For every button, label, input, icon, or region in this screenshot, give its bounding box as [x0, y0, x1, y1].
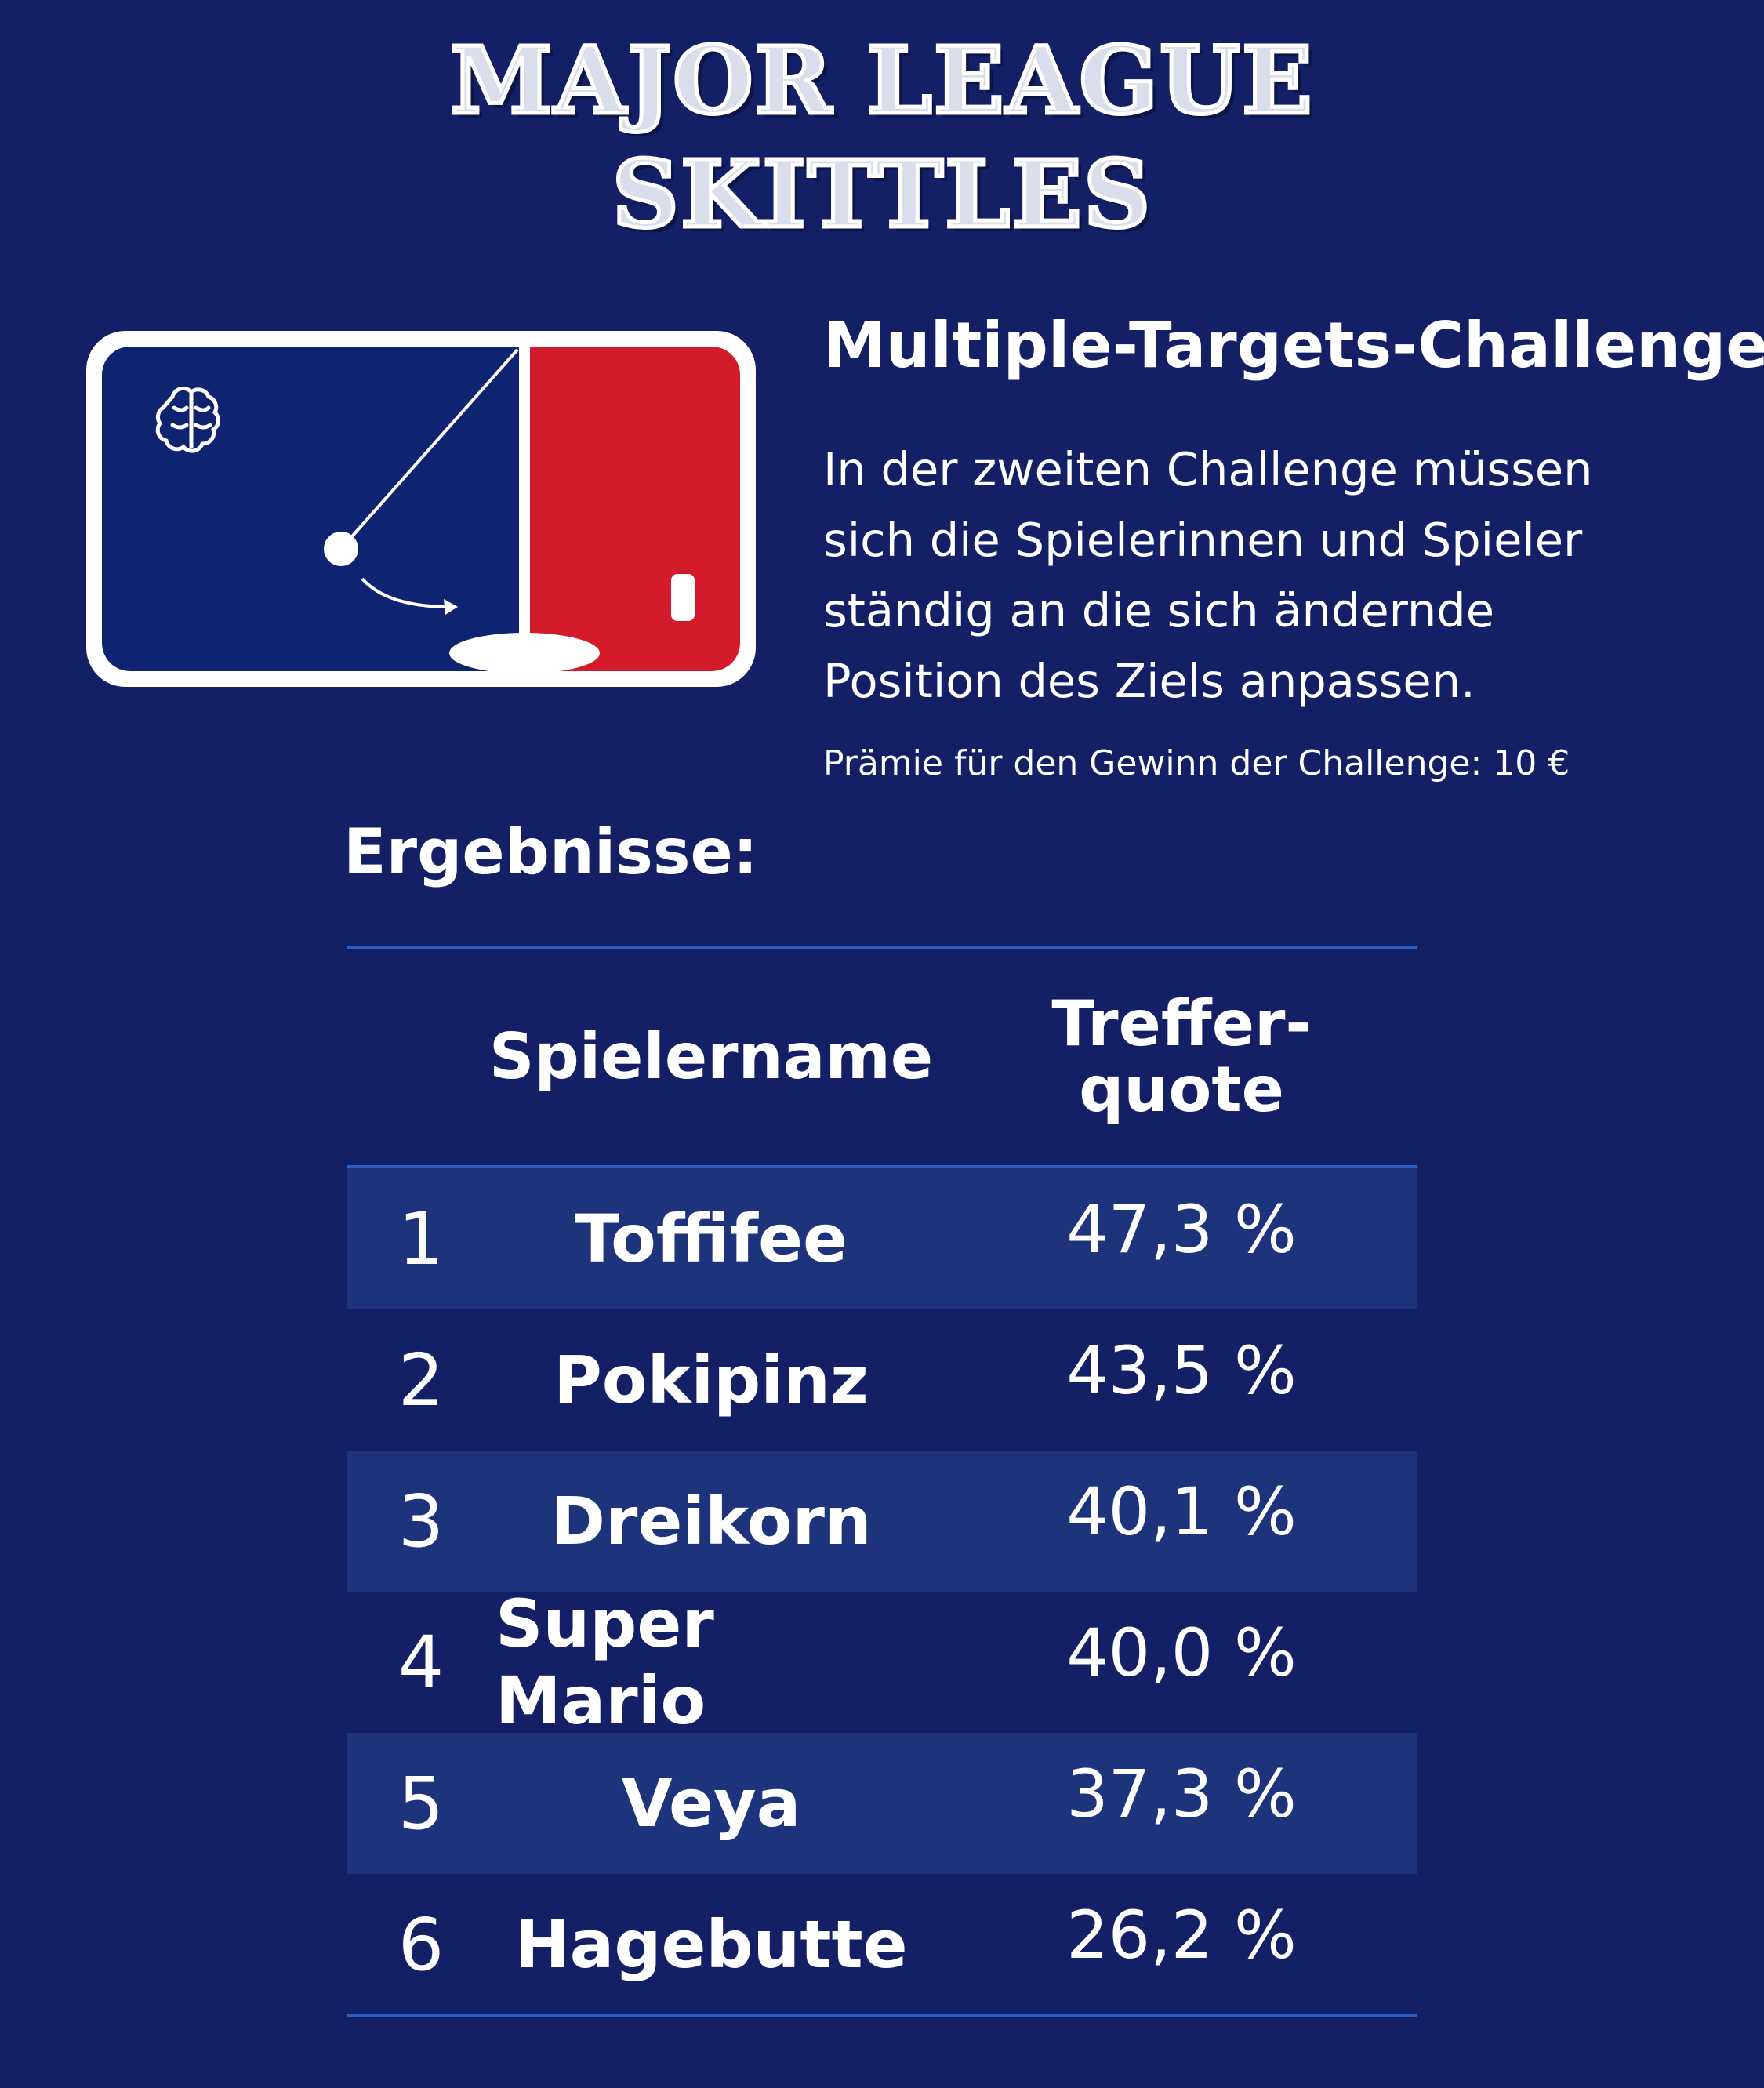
row-rank: 2	[397, 1338, 445, 1422]
brain-icon	[155, 386, 220, 453]
table-row: 1 Toffifee 47,3 %	[347, 1168, 1417, 1309]
row-hit-rate: 47,3 %	[1066, 1191, 1297, 1268]
header-rank	[347, 949, 495, 1165]
results-title: Ergebnisse:	[343, 815, 758, 888]
row-rank: 1	[397, 1197, 445, 1281]
challenge-title: Multiple-Targets-Challenge	[823, 309, 1764, 382]
row-player-name: Dreikorn	[550, 1483, 872, 1560]
results-table: Spielername Treffer- quote 1 Toffifee 47…	[347, 946, 1417, 2017]
row-rank: 3	[397, 1479, 445, 1563]
row-player-name: Super Mario	[495, 1585, 714, 1739]
row-player-name: Veya	[621, 1765, 801, 1842]
brand-title-line2: SKITTLES	[610, 140, 1152, 249]
row-hit-rate: 26,2 %	[1066, 1897, 1297, 1974]
challenge-description: In der zweiten Challenge müssen sich die…	[823, 434, 1725, 717]
table-rule-top	[347, 946, 1417, 949]
row-hit-rate: 40,0 %	[1066, 1614, 1297, 1691]
row-rank: 6	[397, 1902, 445, 1987]
table-row: 4 Super Mario 40,0 %	[347, 1585, 1417, 1739]
row-player-name: Pokipinz	[554, 1342, 869, 1418]
header-player-name: Spielername	[488, 1020, 934, 1093]
header-hit-rate-line2: quote	[1079, 1053, 1284, 1126]
row-player-name: Hagebutte	[514, 1906, 908, 1983]
table-row: 2 Pokipinz 43,5 %	[347, 1309, 1417, 1451]
description-line: sich die Spielerinnen und Spieler	[823, 513, 1583, 567]
table-row: 3 Dreikorn 40,1 %	[347, 1451, 1417, 1592]
description-line: ständig an die sich ändernde	[823, 583, 1495, 637]
row-hit-rate: 43,5 %	[1066, 1332, 1297, 1409]
row-rank: 4	[397, 1620, 445, 1705]
row-player-name: Toffifee	[574, 1200, 848, 1277]
description-line: In der zweiten Challenge müssen	[823, 442, 1593, 496]
table-rule-header	[347, 1165, 1417, 1168]
row-hit-rate: 40,1 %	[1066, 1473, 1297, 1550]
row-hit-rate: 37,3 %	[1066, 1756, 1297, 1832]
prize-text: Prämie für den Gewinn der Challenge: 10 …	[823, 743, 1570, 783]
pendulum-logo-icon	[86, 331, 756, 687]
brand-title-line1: MAJOR LEAGUE	[448, 26, 1315, 135]
table-rule-bottom	[347, 2014, 1417, 2017]
table-row: 6 Hagebutte 26,2 %	[347, 1874, 1417, 2015]
header-hit-rate: Treffer- quote	[966, 949, 1397, 1165]
description-line: Position des Ziels anpassen.	[823, 654, 1475, 708]
table-row: 5 Veya 37,3 %	[347, 1733, 1417, 1874]
row-rank: 5	[397, 1761, 445, 1846]
header-hit-rate-line1: Treffer-	[1051, 987, 1312, 1060]
